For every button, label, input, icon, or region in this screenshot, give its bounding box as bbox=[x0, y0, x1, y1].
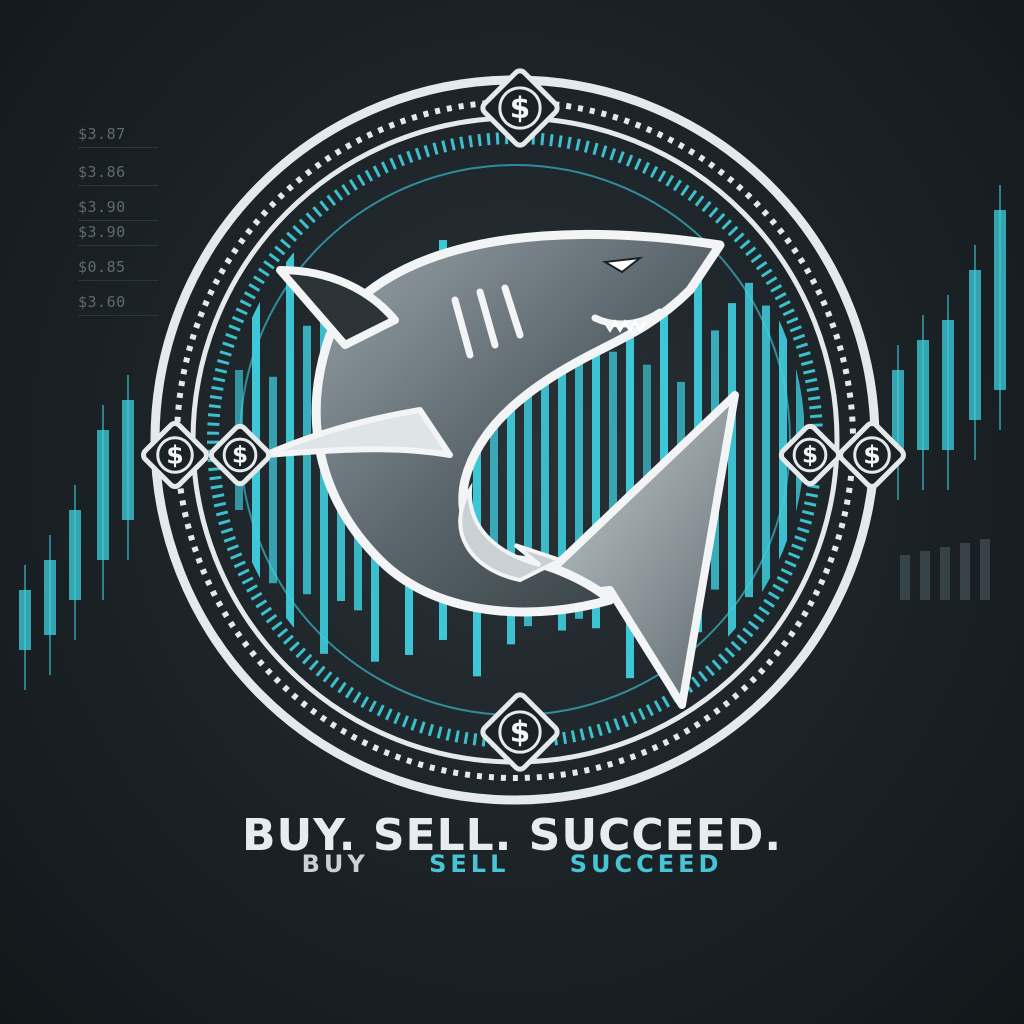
candlestick bbox=[69, 485, 81, 640]
tagline-sub-sell: SELL bbox=[429, 850, 510, 878]
tagline-sub-buy: BUY bbox=[301, 850, 369, 878]
tagline-sub: BUY SELL SUCCEED bbox=[0, 850, 1024, 878]
candlestick bbox=[994, 185, 1006, 430]
candlestick bbox=[19, 565, 31, 690]
inner-bar bbox=[745, 282, 753, 598]
candlestick bbox=[917, 315, 929, 490]
tagline-sub-succeed: SUCCEED bbox=[569, 850, 723, 878]
inner-bar bbox=[643, 364, 651, 516]
price-label: $3.90 bbox=[78, 198, 158, 221]
dollar-coin-icon: $ bbox=[480, 692, 560, 772]
inner-bar bbox=[558, 289, 566, 631]
dollar-coin-icon: $ bbox=[141, 421, 209, 489]
dollar-coin-icon: $ bbox=[838, 421, 906, 489]
inner-bar bbox=[609, 351, 617, 569]
inner-bar bbox=[269, 376, 277, 584]
inner-bar bbox=[541, 275, 549, 605]
inner-bar bbox=[490, 323, 498, 557]
inner-bar bbox=[592, 251, 600, 629]
svg-text:$: $ bbox=[510, 91, 530, 125]
candlestick bbox=[900, 555, 910, 600]
inner-bar bbox=[779, 301, 787, 659]
shark-icon bbox=[262, 229, 739, 709]
inner-bar bbox=[473, 283, 481, 677]
svg-text:$: $ bbox=[166, 440, 184, 469]
svg-text:$: $ bbox=[863, 440, 881, 469]
background-candlestick-chart bbox=[19, 185, 1006, 690]
candlestick bbox=[920, 551, 930, 600]
inner-bar bbox=[728, 303, 736, 657]
dollar-coin-icon: $ bbox=[208, 423, 272, 487]
inner-bar bbox=[507, 275, 515, 645]
inner-bar bbox=[286, 249, 294, 631]
price-label: $3.90 bbox=[78, 223, 158, 246]
candlestick bbox=[980, 539, 990, 600]
svg-text:$: $ bbox=[510, 715, 530, 749]
inner-bar bbox=[524, 333, 532, 627]
inner-bar bbox=[575, 341, 583, 619]
candlestick bbox=[960, 543, 970, 600]
price-label: $3.86 bbox=[78, 163, 158, 186]
inner-bar bbox=[626, 281, 634, 679]
candlestick bbox=[940, 547, 950, 600]
dollar-coin-icon: $ bbox=[778, 423, 842, 487]
candlestick bbox=[942, 295, 954, 490]
price-label: $0.85 bbox=[78, 258, 158, 281]
svg-text:$: $ bbox=[232, 443, 248, 469]
candlestick bbox=[122, 375, 134, 560]
dollar-coin-icons: $ $ $ $ $ $ bbox=[141, 68, 906, 772]
candlestick bbox=[97, 405, 109, 600]
candlestick bbox=[44, 535, 56, 675]
svg-text:$: $ bbox=[802, 443, 818, 469]
candlestick bbox=[969, 245, 981, 460]
dollar-coin-icon: $ bbox=[480, 68, 560, 148]
tagline-main: BUY. SELL. SUCCEED. bbox=[241, 810, 783, 861]
price-label: $3.87 bbox=[78, 125, 158, 148]
candlestick bbox=[892, 345, 904, 500]
price-label: $3.60 bbox=[78, 293, 158, 316]
inner-bar bbox=[762, 305, 770, 615]
inner-bar bbox=[303, 325, 311, 595]
